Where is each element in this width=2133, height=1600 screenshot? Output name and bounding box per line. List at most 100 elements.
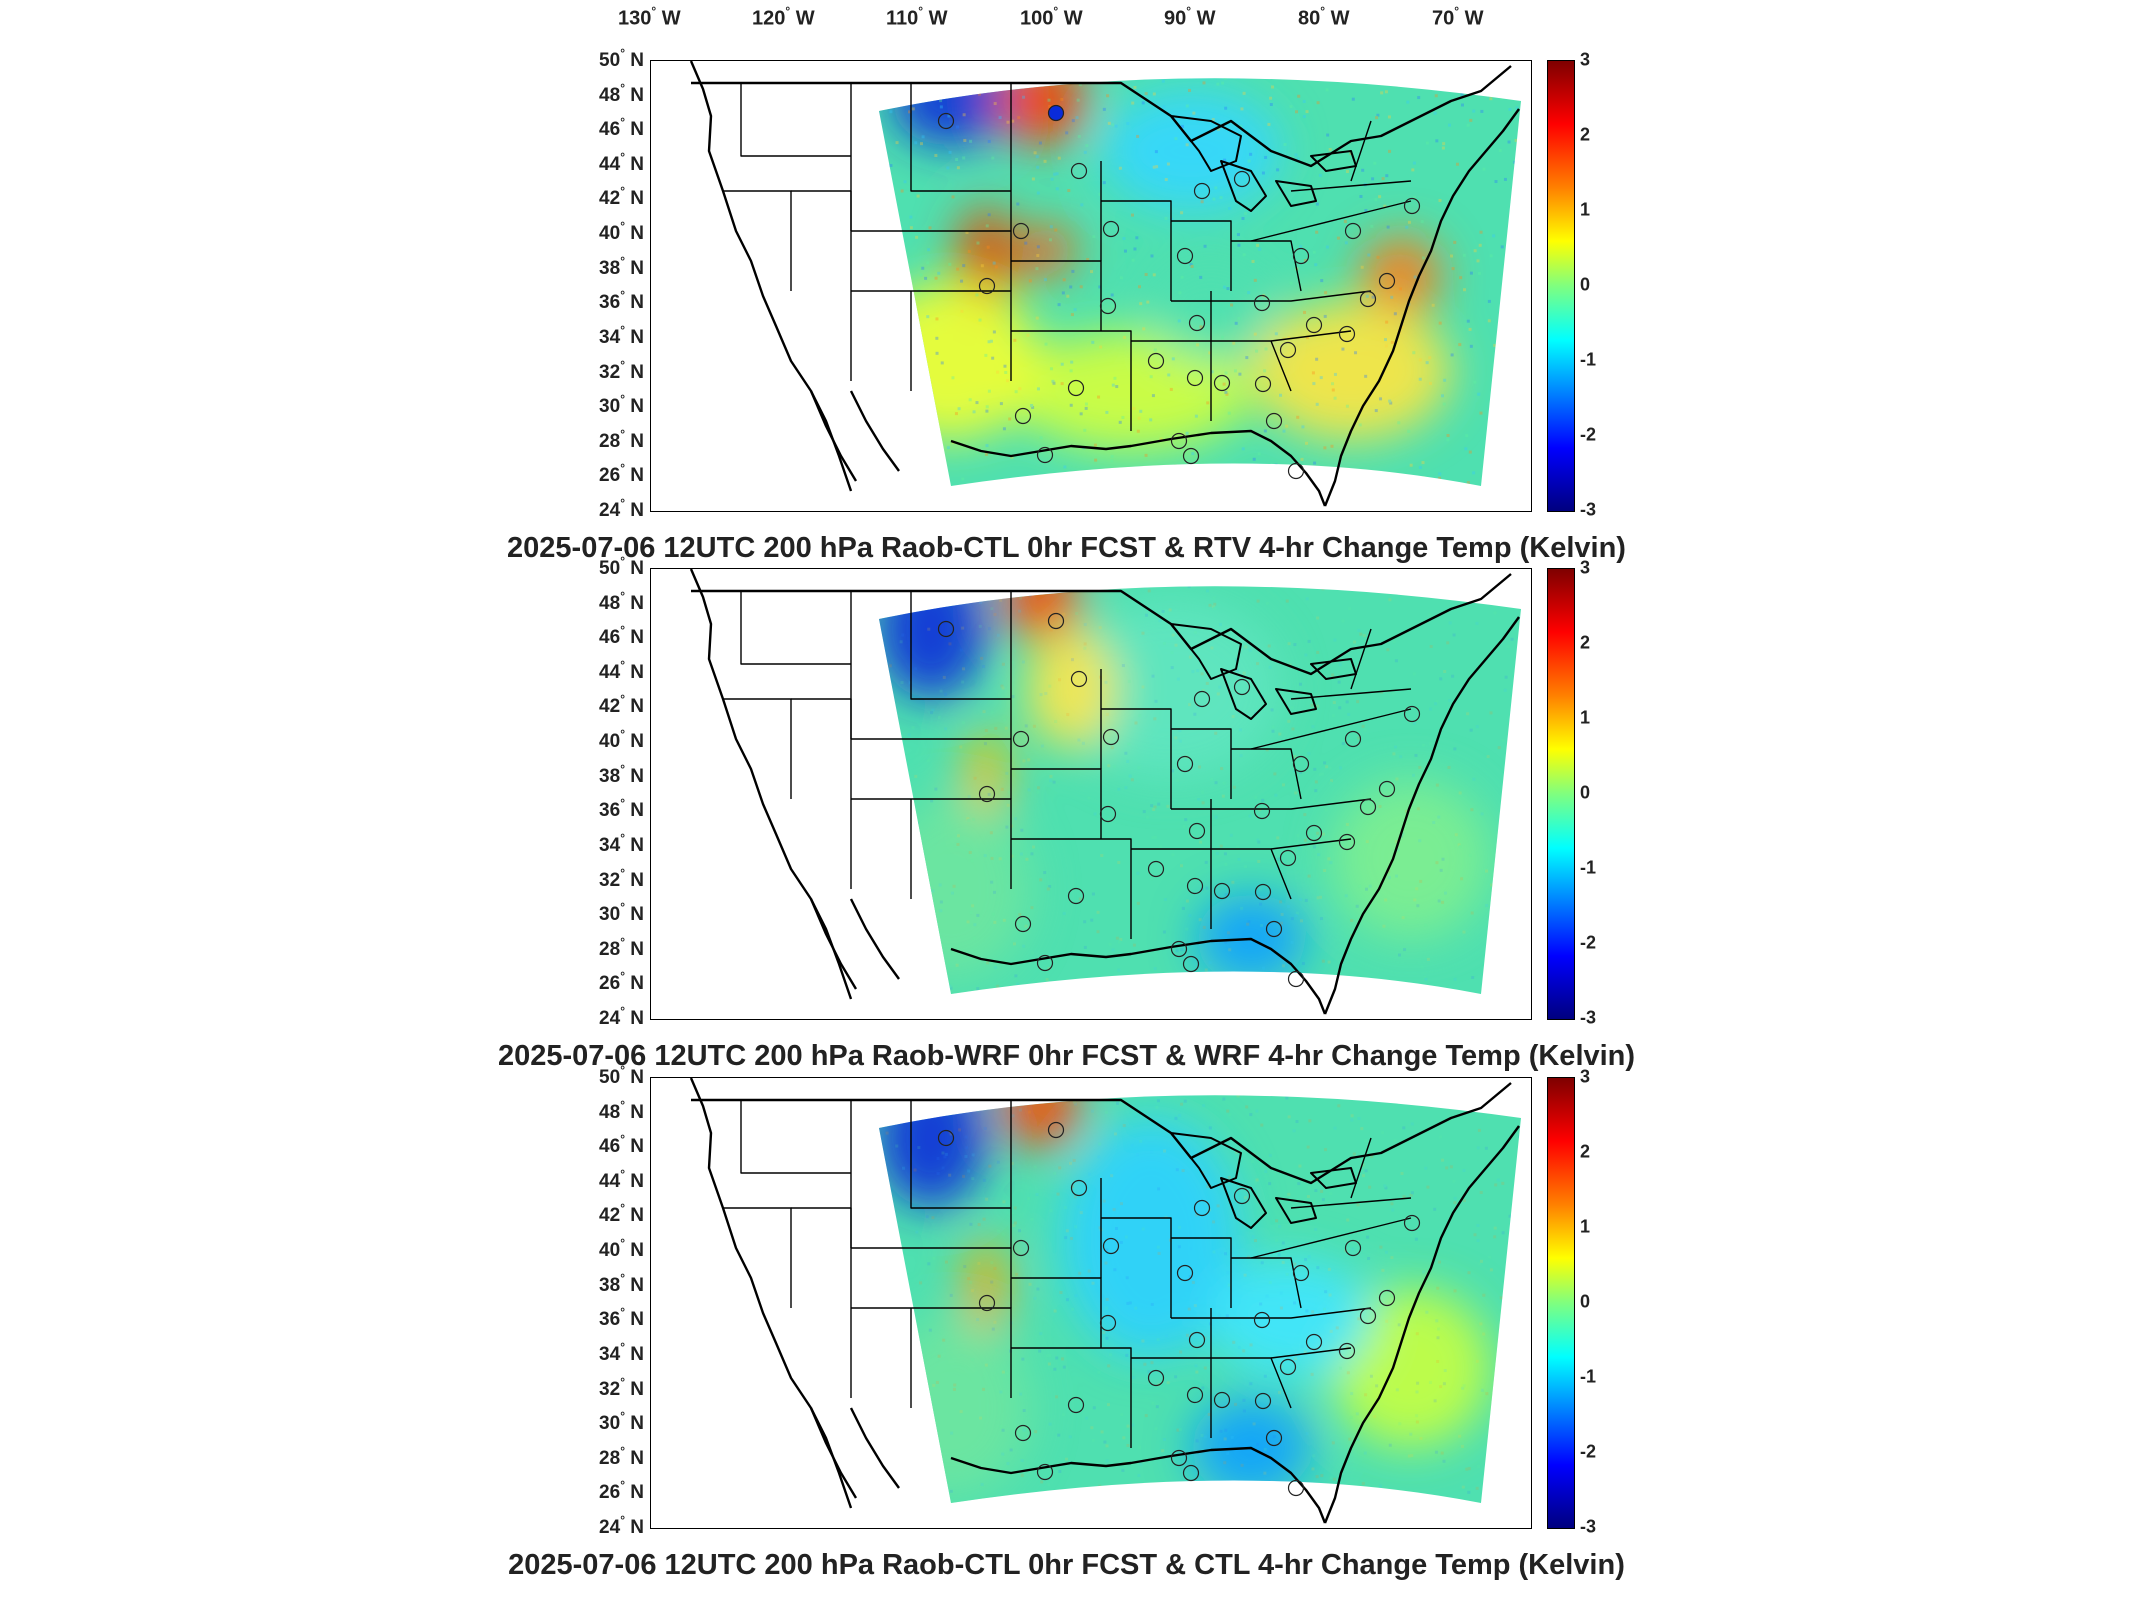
lat-label-48: 48° N [599,1097,644,1123]
colorbar-tick-label: 0 [1580,782,1591,803]
station-marker [1279,849,1297,867]
lat-label-40: 40° N [599,1235,644,1262]
station-marker [1036,1463,1054,1481]
station-marker [1193,1199,1211,1217]
station-marker [937,1129,955,1147]
temperature-field-map [689,569,1521,1015]
station-marker [1012,222,1030,240]
map-frame [650,568,1532,1020]
lon-label-130: 130° W [618,4,681,30]
station-marker [1344,730,1362,748]
lat-label-24: 24° N [599,495,644,522]
station-marker [1102,220,1120,238]
map-panel-1: 50° N 48° N 46° N 44° N 42° N 40° N 38° N 36° N… [0,46,2133,580]
field-anomaly [1018,226,1074,276]
station-marker [1253,802,1271,820]
temperature-field-map [689,61,1521,507]
station-marker [1170,1449,1188,1467]
station-marker [1170,432,1188,450]
station-marker [1338,833,1356,851]
colorbar-tick-label: 1 [1580,199,1591,220]
field-anomaly [1061,599,1281,779]
lat-label-38: 38° N [599,761,644,787]
station-marker [1265,920,1283,938]
station-marker [1182,955,1200,973]
lat-label-48: 48° N [599,80,644,106]
colorbar-tick-label: -2 [1580,932,1597,953]
station-marker [1292,247,1310,265]
colorbar-tick-label: -2 [1580,424,1597,445]
station-marker [1213,374,1231,392]
station-marker [1102,728,1120,746]
station-marker [1359,290,1377,308]
lon-label-90: 90° W [1164,4,1216,30]
station-marker [1188,1331,1206,1349]
lat-label-30: 30° N [599,899,644,926]
station-marker [1102,1237,1120,1255]
latitude-axis: 50° N 48° N 46° N 44° N 42° N 40° N 38° N 36° N… [580,46,644,521]
colorbar-tick-label: -3 [1580,1007,1597,1028]
colorbar-tick-label: -3 [1580,1516,1597,1537]
colorbar-tick-label: -1 [1580,1366,1597,1387]
field-anomaly [1331,779,1491,939]
station-marker [1378,272,1396,290]
lat-label-34: 34° N [599,1339,644,1366]
station-marker [1338,325,1356,343]
lat-label-44: 44° N [599,149,644,176]
colorbar-tick-label: 0 [1580,274,1591,295]
lat-label-32: 32° N [599,357,644,383]
lat-label-24: 24° N [599,1003,644,1030]
field-anomaly [1101,91,1281,211]
lat-label-44: 44° N [599,657,644,684]
lat-label-36: 36° N [599,288,644,314]
lat-label-32: 32° N [599,1374,644,1400]
station-marker [1176,1264,1194,1282]
field-anomaly [1061,1118,1241,1358]
lat-label-34: 34° N [599,830,644,857]
station-marker [1292,1264,1310,1282]
station-marker [1070,162,1088,180]
station-marker [1305,824,1323,842]
station-marker [1188,822,1206,840]
lat-label-26: 26° N [599,1478,644,1504]
colorbar [1547,60,1575,512]
station-marker [1254,1392,1272,1410]
field-anomaly [1251,301,1451,441]
lon-label-120: 120° W [752,4,815,30]
station-marker [1186,369,1204,387]
colorbar-tick-label: 1 [1580,1216,1591,1237]
station-marker [1292,755,1310,773]
station-marker [1047,612,1065,630]
colorbar [1547,568,1575,1020]
lat-label-46: 46° N [599,623,644,649]
raob-stations [937,612,1421,988]
lat-label-26: 26° N [599,969,644,995]
station-marker [1305,316,1323,334]
raob-stations [937,1121,1421,1497]
lat-label-40: 40° N [599,218,644,245]
station-marker [937,112,955,130]
station-marker [1067,379,1085,397]
station-marker [1188,314,1206,332]
colorbar-tick-label: -1 [1580,349,1597,370]
field-anomaly [1026,629,1116,749]
station-marker [1014,407,1032,425]
station-marker [1170,940,1188,958]
geography-outlines [689,61,1520,507]
station-marker [1176,247,1194,265]
latitude-axis: 50° N 48° N 46° N 44° N 42° N 40° N 38° N 36° N… [580,554,644,1029]
map-panel-3: 50° N 48° N 46° N 44° N 42° N 40° N 38° N 36° N… [0,1063,2133,1597]
station-marker [1279,1358,1297,1376]
lat-label-24: 24° N [599,1512,644,1539]
station-marker [1067,887,1085,905]
colorbar-tick-label: 3 [1580,49,1591,70]
lat-label-26: 26° N [599,461,644,487]
lat-label-36: 36° N [599,796,644,822]
colorbar-tick-label: 2 [1580,632,1591,653]
map-frame [650,1077,1532,1529]
station-marker [1359,798,1377,816]
station-marker [1403,197,1421,215]
station-marker [1265,1429,1283,1447]
station-marker [1036,954,1054,972]
map-panel-2: 50° N 48° N 46° N 44° N 42° N 40° N 38° N 36° N… [0,554,2133,1088]
